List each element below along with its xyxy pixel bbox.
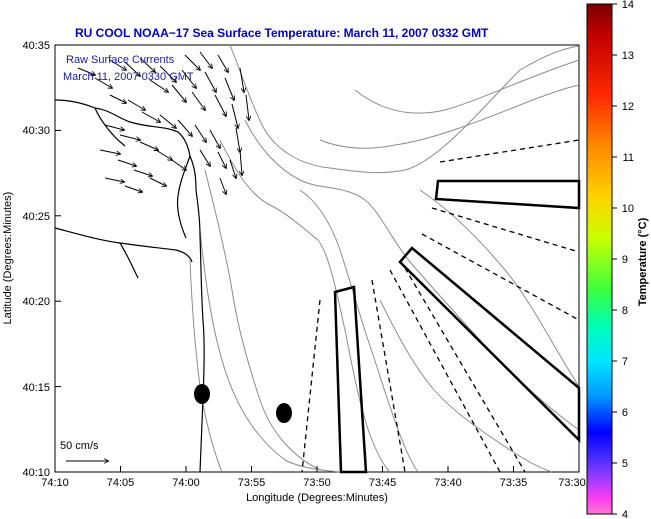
station-markers <box>194 384 292 423</box>
y-tick-labels: 40:35 40:30 40:25 40:20 40:15 40:10 <box>22 40 50 479</box>
x-tick-label: 74:10 <box>41 477 69 489</box>
x-tick-labels: 74:10 74:05 74:00 73:55 73:50 73:45 73:4… <box>41 477 586 489</box>
scale-vector: 50 cm/s <box>60 440 108 461</box>
colorbar-tick: 4 <box>622 509 628 519</box>
colorbar-tick: 8 <box>622 305 628 317</box>
colorbar-gradient <box>586 3 613 515</box>
colorbar-tick: 14 <box>622 0 634 11</box>
x-tick-label: 73:30 <box>558 477 586 489</box>
colorbar-label: Temperature (°C) <box>637 217 649 306</box>
map-frame <box>54 44 580 473</box>
x-ticks <box>54 466 580 472</box>
x-tick-label: 74:05 <box>107 477 135 489</box>
colorbar-tick: 5 <box>622 458 628 470</box>
x-axis-label: Longitude (Degrees:Minutes) <box>246 492 388 504</box>
colorbar-tick: 12 <box>622 101 634 113</box>
colorbar-tick: 13 <box>622 50 634 62</box>
sampling-polygons <box>333 179 581 474</box>
y-tick-label: 40:20 <box>22 296 50 308</box>
coastline <box>54 99 205 473</box>
colorbar-tick: 10 <box>622 203 634 215</box>
y-ticks <box>55 44 61 473</box>
x-tick-label: 73:45 <box>369 477 397 489</box>
current-vectors <box>77 51 249 194</box>
x-tick-label: 73:40 <box>434 477 462 489</box>
colorbar-tick: 9 <box>622 254 628 266</box>
colorbar-tick: 11 <box>623 152 634 164</box>
dashed-survey-lines <box>301 139 580 473</box>
colorbar-tick: 6 <box>622 407 628 419</box>
x-tick-label: 73:55 <box>238 477 266 489</box>
bathymetry-contours <box>189 44 580 473</box>
y-axis-label: Latitude (Degrees:Minutes) <box>2 192 14 325</box>
y-tick-label: 40:35 <box>22 40 50 52</box>
x-tick-label: 73:50 <box>303 477 331 489</box>
y-tick-label: 40:15 <box>22 382 50 394</box>
y-tick-label: 40:25 <box>22 211 50 223</box>
colorbar-tick: 7 <box>622 356 628 368</box>
x-tick-label: 73:35 <box>500 477 528 489</box>
overlay-line-1: Raw Surface Currents <box>66 54 175 66</box>
colorbar: 14 13 12 11 10 9 8 7 6 5 4 Temperature (… <box>586 0 649 519</box>
y-tick-label: 40:30 <box>22 125 50 137</box>
overlay-line-2: March 11, 2007 0330 GMT <box>63 71 194 83</box>
scale-label: 50 cm/s <box>60 440 99 452</box>
x-tick-label: 74:00 <box>172 477 200 489</box>
y-tick-label: 40:10 <box>22 467 50 479</box>
